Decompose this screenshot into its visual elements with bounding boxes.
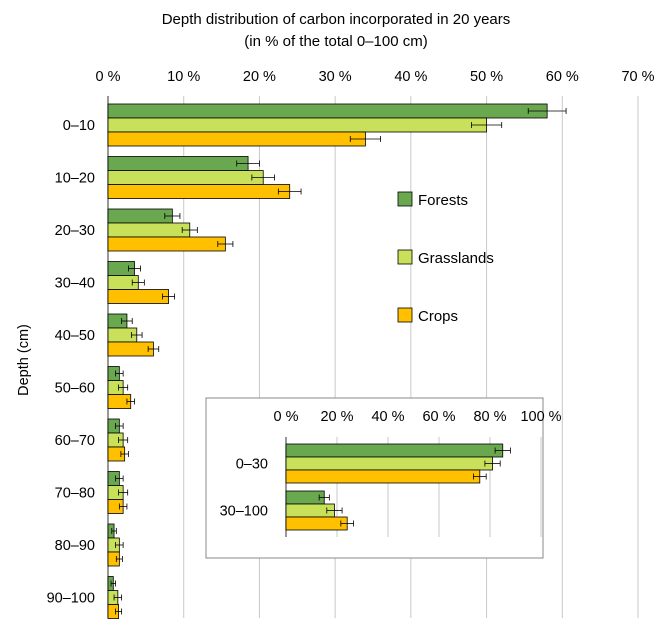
inset-bars (285, 443, 511, 531)
y-axis-label: Depth (cm) (16, 324, 32, 396)
inset-bar-forests (285, 443, 504, 458)
category-label: 80–90 (55, 538, 95, 554)
bar-forests (107, 208, 173, 224)
category-label: 0–10 (63, 118, 95, 134)
legend-label-forests: Forests (418, 192, 468, 209)
inset-x-tick-label: 60 % (422, 409, 455, 425)
chart-title: Depth distribution of carbon incorporate… (162, 11, 511, 28)
x-tick-label: 20 % (243, 69, 276, 85)
chart-subtitle: (in % of the total 0–100 cm) (244, 33, 427, 50)
category-label: 50–60 (55, 381, 95, 397)
x-tick-label: 70 % (621, 69, 654, 85)
category-label: 40–50 (55, 328, 95, 344)
legend-label-crops: Crops (418, 308, 458, 325)
category-label: 10–20 (55, 171, 95, 187)
bar-forests (107, 156, 249, 171)
inset-x-tick-label: 20 % (320, 409, 353, 425)
inset-x-tick-label: 80 % (473, 409, 506, 425)
bar-crops (107, 184, 291, 199)
bar-crops (107, 131, 366, 147)
inset-x-tick-label: 0 % (274, 409, 299, 425)
legend-swatch-forests (397, 191, 413, 207)
category-label: 70–80 (55, 486, 95, 502)
bar-crops (107, 341, 154, 357)
inset-bar-crops (285, 516, 348, 531)
legend-label-grasslands: Grasslands (418, 250, 494, 267)
legend-swatch-grasslands (397, 249, 413, 265)
category-label: 60–70 (55, 433, 95, 449)
bar-crops (107, 236, 226, 252)
x-tick-label: 50 % (470, 69, 503, 85)
inset-bar-crops (285, 469, 481, 484)
inset-bar-grasslands (285, 456, 493, 471)
x-tick-label: 60 % (546, 69, 579, 85)
bar-grasslands (107, 222, 191, 238)
x-tick-label: 10 % (167, 69, 200, 85)
bar-grasslands (107, 170, 264, 185)
main-y-categories: 0–10 10–20 20–30 30–40 40–50 50–60 60–70 70–80 8… (47, 118, 95, 607)
legend-swatch-crops (397, 307, 413, 323)
legend: Forests Grasslands Crops (397, 191, 494, 325)
inset-x-ticks: 0 % 20 % 40 % 60 % 80 % 100 % (274, 409, 562, 425)
main-x-ticks: 0 % 10 % 20 % 30 % 40 % 50 % 60 % 70 % (96, 69, 655, 85)
inset-y-categories: 0–30 30–100 (220, 457, 268, 520)
category-label: 20–30 (55, 223, 95, 239)
x-tick-label: 40 % (394, 69, 427, 85)
bar-forests (107, 103, 548, 119)
bar-grasslands (107, 117, 487, 133)
inset-chart: 0 % 20 % 40 % 60 % 80 % 100 % 0–30 30–100 (205, 397, 562, 559)
main-bars (107, 103, 567, 619)
category-label: 90–100 (47, 591, 95, 607)
inset-x-tick-label: 40 % (371, 409, 404, 425)
x-tick-label: 0 % (96, 69, 121, 85)
inset-category-label: 30–100 (220, 504, 268, 520)
inset-bar-forests (285, 490, 325, 505)
x-tick-label: 30 % (319, 69, 352, 85)
inset-category-label: 0–30 (236, 457, 268, 473)
bar-crops (107, 289, 169, 304)
category-label: 30–40 (55, 276, 95, 292)
inset-x-tick-label: 100 % (520, 409, 561, 425)
